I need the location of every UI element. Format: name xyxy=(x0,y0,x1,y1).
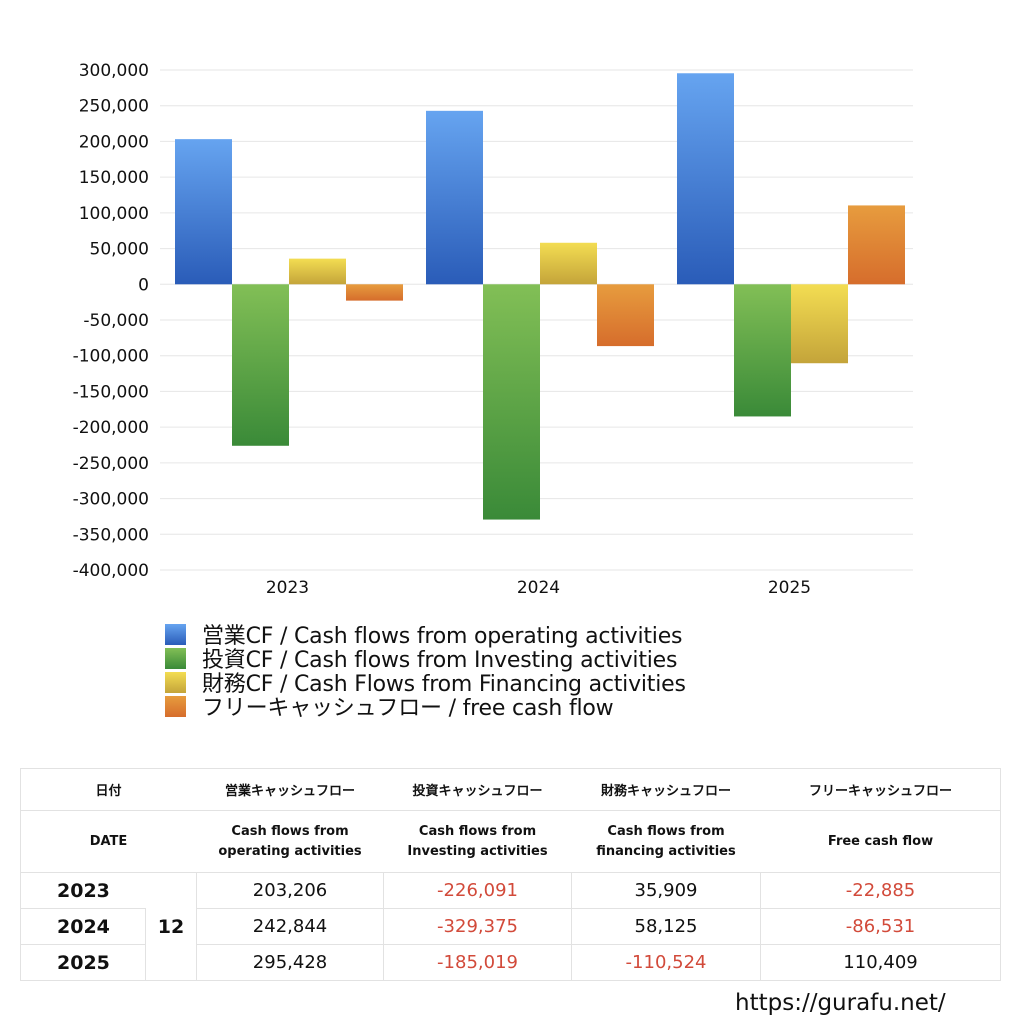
cell-year: 2025 xyxy=(20,944,146,981)
cell-month: 12 xyxy=(144,872,198,981)
legend-item-financing: 財務CF / Cash Flows from Financing activit… xyxy=(165,670,686,697)
bar xyxy=(426,110,483,285)
y-tick-label: 100,000 xyxy=(79,204,149,224)
header-operating-jp: 営業キャッシュフロー xyxy=(196,768,384,811)
x-tick-label: 2024 xyxy=(517,578,560,598)
y-tick-label: -50,000 xyxy=(83,311,149,331)
y-tick-label: 250,000 xyxy=(79,97,149,117)
x-tick-label: 2023 xyxy=(266,578,309,598)
cell-year: 2024 xyxy=(20,908,146,945)
cell-free: -22,885 xyxy=(760,872,1002,909)
cell-investing: -185,019 xyxy=(383,944,573,981)
y-tick-label: -250,000 xyxy=(73,454,149,474)
table-header-jp: 日付 営業キャッシュフロー 投資キャッシュフロー 財務キャッシュフロー フリーキ… xyxy=(19,768,1002,811)
y-tick-label: -150,000 xyxy=(73,382,149,402)
cell-year: 2023 xyxy=(20,872,146,909)
y-tick-label: -350,000 xyxy=(73,525,149,545)
legend-item-investing: 投資CF / Cash flows from Investing activit… xyxy=(165,646,686,673)
legend-swatch-operating xyxy=(165,623,186,645)
cash-flow-table: 日付 営業キャッシュフロー 投資キャッシュフロー 財務キャッシュフロー フリーキ… xyxy=(19,768,1002,981)
y-axis-ticks: 300,000 250,000 200,000 150,000 100,000 50,00… xyxy=(73,61,149,581)
header-investing-en: Cash flows from Investing activities xyxy=(383,810,572,873)
header-investing-jp: 投資キャッシュフロー xyxy=(383,768,572,811)
bar xyxy=(597,284,654,347)
cell-operating: 203,206 xyxy=(196,872,385,909)
y-tick-label: 200,000 xyxy=(79,132,149,152)
bars xyxy=(175,73,905,520)
legend-swatch-financing xyxy=(165,671,186,693)
cell-operating: 295,428 xyxy=(196,944,385,981)
bar xyxy=(175,139,232,285)
cell-financing: 58,125 xyxy=(571,908,762,945)
bar xyxy=(540,242,597,285)
x-axis-ticks: 2023 2024 2025 xyxy=(266,578,811,598)
y-tick-label: -200,000 xyxy=(73,418,149,438)
y-tick-label: 0 xyxy=(138,275,149,295)
legend-item-operating: 営業CF / Cash flows from operating activit… xyxy=(165,622,686,649)
site-url-link[interactable]: https://gurafu.net/ xyxy=(735,990,946,1016)
legend-label: 営業CF / Cash flows from operating activit… xyxy=(202,624,683,649)
bar xyxy=(289,258,346,285)
legend-swatch-free xyxy=(165,695,186,717)
bar xyxy=(483,284,540,520)
x-tick-label: 2025 xyxy=(768,578,811,598)
header-operating-en: Cash flows from operating activities xyxy=(196,810,384,873)
legend-label: 投資CF / Cash flows from Investing activit… xyxy=(202,648,678,673)
bar xyxy=(791,284,848,364)
legend-label: フリーキャッシュフロー / free cash flow xyxy=(202,696,614,721)
header-financing-en: Cash flows from financing activities xyxy=(571,810,761,873)
cell-investing: -226,091 xyxy=(383,872,573,909)
y-tick-label: 150,000 xyxy=(79,168,149,188)
y-tick-label: -100,000 xyxy=(73,347,149,367)
header-free-jp: フリーキャッシュフロー xyxy=(760,768,1002,811)
cell-financing: 35,909 xyxy=(571,872,762,909)
bar xyxy=(848,205,905,285)
header-date-jp: 日付 xyxy=(19,768,197,811)
y-tick-label: -300,000 xyxy=(73,490,149,510)
y-tick-label: 50,000 xyxy=(90,240,149,260)
cell-free: -86,531 xyxy=(760,908,1002,945)
table-header-en: DATE Cash flows from operating activities… xyxy=(19,810,1002,873)
table-row: 2025 295,428 -185,019 -110,524 110,409 xyxy=(20,944,1002,981)
legend-swatch-investing xyxy=(165,647,186,669)
cash-flow-bar-chart: 300,000 250,000 200,000 150,000 100,000 50,00… xyxy=(73,61,913,598)
cell-free: 110,409 xyxy=(760,944,1002,981)
table-row: 2024 242,844 -329,375 58,125 -86,531 xyxy=(20,908,1002,945)
bar xyxy=(734,284,791,417)
header-free-en: Free cash flow xyxy=(760,810,1002,873)
header-financing-jp: 財務キャッシュフロー xyxy=(571,768,761,811)
bar xyxy=(346,284,403,301)
legend-item-free: フリーキャッシュフロー / free cash flow xyxy=(165,694,686,721)
bar xyxy=(677,73,734,285)
header-date-en: DATE xyxy=(19,810,197,873)
bar xyxy=(232,284,289,446)
table-row: 2023 12 203,206 -226,091 35,909 -22,885 xyxy=(20,872,1002,981)
y-tick-label: 300,000 xyxy=(79,61,149,81)
cell-operating: 242,844 xyxy=(196,908,385,945)
legend-label: 財務CF / Cash Flows from Financing activit… xyxy=(202,672,686,697)
chart-legend: 営業CF / Cash flows from operating activit… xyxy=(165,622,686,721)
cell-investing: -329,375 xyxy=(383,908,573,945)
cell-financing: -110,524 xyxy=(571,944,762,981)
y-tick-label: -400,000 xyxy=(73,561,149,581)
